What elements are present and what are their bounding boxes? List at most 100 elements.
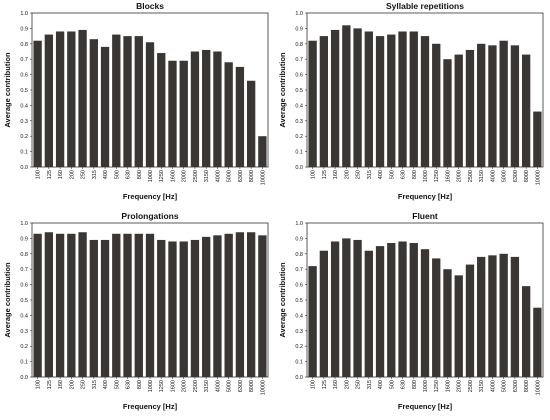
bar-10000: [258, 235, 267, 377]
x-tick-label: 10000: [260, 380, 266, 395]
y-tick-label: 1.0: [20, 221, 28, 227]
bar-8000: [246, 232, 256, 377]
x-tick-label: 10000: [535, 380, 541, 395]
bar-5000: [224, 62, 233, 167]
x-axis-label: Frequency [Hz]: [123, 192, 178, 201]
x-tick-label: 400: [103, 380, 109, 389]
x-tick-label: 100: [36, 170, 42, 179]
y-tick-label: 0.6: [20, 73, 28, 79]
x-tick-label: 3150: [204, 170, 210, 182]
y-tick-label: 0.4: [295, 103, 303, 109]
bar-160: [330, 241, 340, 377]
x-tick-label: 100: [36, 380, 42, 389]
bar-800: [134, 233, 143, 377]
x-tick-label: 800: [137, 170, 143, 179]
x-tick-label: 2500: [468, 380, 474, 392]
bar-200: [67, 233, 76, 377]
x-tick-label: 3150: [204, 380, 210, 392]
y-tick-label: 0.7: [20, 57, 28, 63]
bar-100: [308, 40, 317, 167]
y-tick-label: 0.7: [20, 267, 28, 273]
bar-100: [308, 266, 317, 377]
bar-400: [375, 36, 385, 167]
x-tick-label: 100: [311, 380, 317, 389]
x-axis-label: Frequency [Hz]: [398, 402, 453, 411]
bar-3150: [202, 236, 211, 377]
y-tick-label: 0.4: [20, 103, 28, 109]
y-tick-label: 0.7: [295, 57, 303, 63]
bar-500: [112, 233, 121, 377]
bar-6300: [235, 66, 245, 167]
bar-4000: [488, 255, 497, 377]
x-tick-label: 2500: [193, 170, 199, 182]
x-tick-label: 250: [81, 170, 87, 179]
bar-250: [353, 239, 362, 377]
chart-title: Blocks: [136, 1, 164, 11]
bar-200: [342, 25, 351, 167]
bar-125: [319, 36, 329, 167]
x-tick-label: 8000: [524, 170, 530, 182]
chart-panel-prolongations: Prolongations 0.0 0.1 0.2 0.3 0.4 0.5 0.6 0.7 0.8…: [0, 210, 275, 420]
bar-3150: [477, 43, 486, 167]
bar-125: [319, 250, 329, 377]
x-tick-label: 6300: [513, 380, 519, 392]
x-tick-label: 8000: [524, 380, 530, 392]
x-tick-label: 315: [367, 170, 373, 179]
y-tick-label: 0.5: [295, 298, 303, 304]
bar-250: [353, 28, 362, 168]
x-tick-label: 125: [322, 380, 328, 389]
bar-10000: [533, 111, 542, 167]
y-axis-label: Average contribution: [3, 52, 12, 128]
y-tick-label: 0.0: [20, 375, 28, 381]
x-tick-label: 6300: [513, 170, 519, 182]
x-tick-label: 125: [322, 170, 328, 179]
x-tick-label: 800: [412, 380, 418, 389]
bar-800: [134, 36, 143, 167]
bar-6300: [510, 45, 520, 168]
y-tick-label: 0.0: [20, 165, 28, 171]
y-tick-label: 0.8: [295, 252, 303, 258]
bar-2000: [179, 60, 188, 167]
x-tick-label: 160: [58, 380, 64, 389]
bar-5000: [224, 233, 233, 377]
bar-315: [89, 39, 98, 167]
bar-250: [78, 232, 87, 377]
bar-1250: [432, 258, 441, 377]
y-axis-label: Average contribution: [278, 52, 287, 128]
bar-2500: [190, 239, 200, 377]
y-tick-label: 0.9: [295, 236, 303, 242]
x-axis-label: Frequency [Hz]: [398, 192, 453, 201]
x-tick-label: 5000: [502, 380, 508, 392]
bar-5000: [499, 253, 508, 377]
bar-100: [33, 233, 42, 377]
x-tick-label: 8000: [249, 170, 255, 182]
chart-title: Fluent: [412, 211, 438, 221]
x-tick-label: 630: [401, 380, 407, 389]
x-tick-label: 800: [137, 380, 143, 389]
x-tick-label: 1250: [159, 380, 165, 392]
y-tick-label: 0.8: [20, 252, 28, 258]
chart-panel-blocks: Blocks 0.0 0.1 0.2 0.3 0.4 0.5 0.6 0.7 0.8 0.9 1.0 1…: [0, 0, 275, 210]
x-tick-label: 500: [389, 170, 395, 179]
chart-svg: Blocks 0.0 0.1 0.2 0.3 0.4 0.5 0.6 0.7 0.8 0.9 1.0 1…: [3, 1, 269, 201]
x-tick-label: 315: [367, 380, 373, 389]
x-tick-label: 3150: [479, 170, 485, 182]
y-tick-label: 0.1: [295, 150, 303, 156]
x-tick-label: 4000: [215, 170, 221, 182]
bar-125: [44, 232, 54, 377]
x-tick-label: 1000: [423, 380, 429, 392]
x-tick-label: 160: [333, 380, 339, 389]
y-tick-label: 0.3: [295, 119, 303, 125]
bar-6300: [235, 232, 245, 377]
bar-6300: [510, 256, 520, 377]
x-tick-label: 4000: [490, 380, 496, 392]
bar-400: [375, 246, 385, 377]
bar-2500: [465, 264, 475, 377]
bar-315: [364, 250, 373, 377]
x-tick-label: 630: [126, 170, 132, 179]
y-tick-label: 0.6: [295, 283, 303, 289]
x-tick-label: 1000: [148, 170, 154, 182]
x-tick-label: 2000: [182, 170, 188, 182]
x-tick-label: 250: [356, 380, 362, 389]
